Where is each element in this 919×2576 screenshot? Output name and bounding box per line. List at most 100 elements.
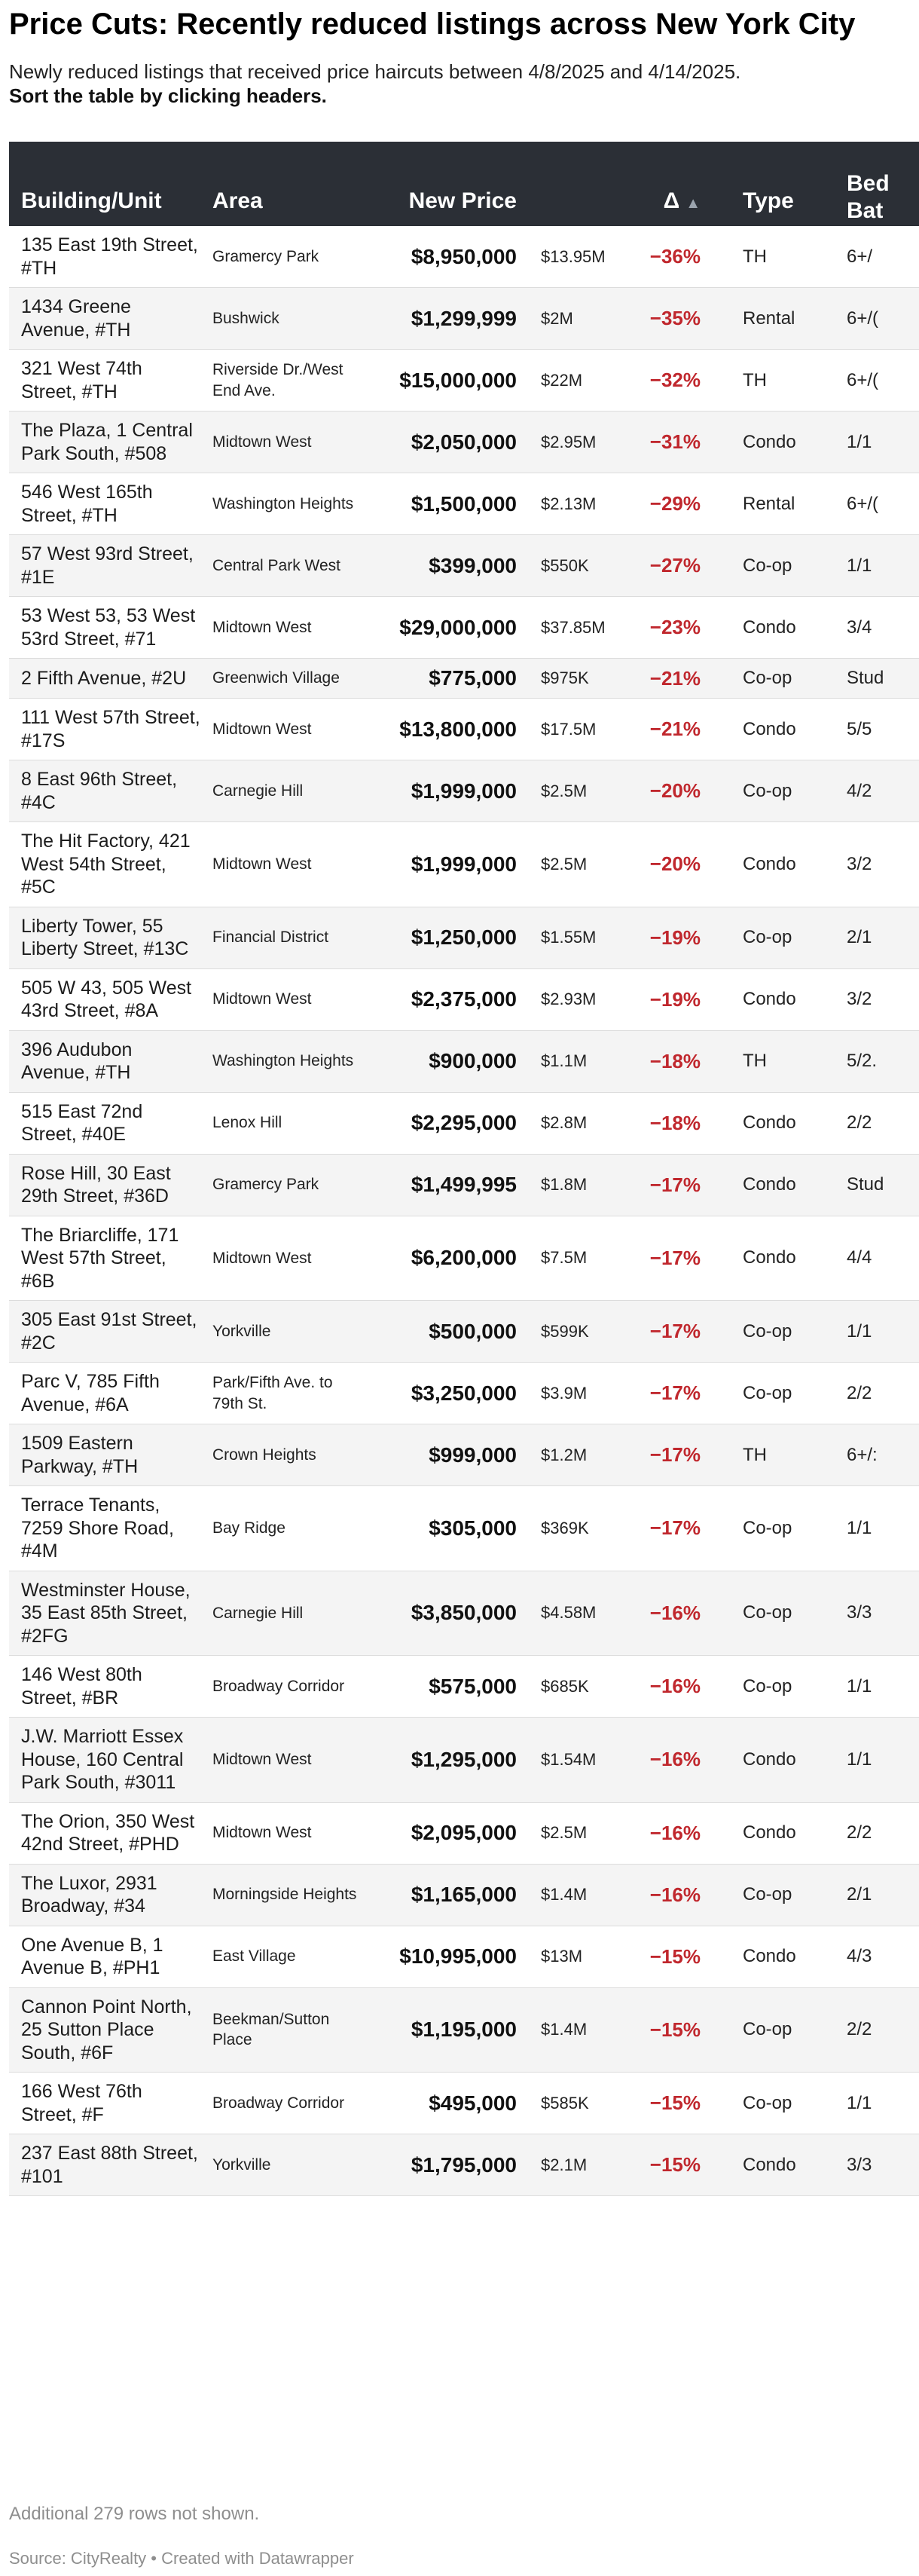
cell-area: Midtown West <box>212 1249 312 1267</box>
cell-delta: −15% <box>649 1944 701 1968</box>
cell-bed-bath: 1/1 <box>847 1320 872 1342</box>
cell-delta: −16% <box>649 1748 701 1771</box>
cell-new-price: $775,000 <box>429 666 517 690</box>
cell-type: Co-op <box>743 1884 792 1904</box>
table-row: 1434 Greene Avenue, #TH Bushwick $1,299,99… <box>9 287 919 350</box>
cell-type: Co-op <box>743 668 792 688</box>
cell-type: Co-op <box>743 1382 792 1403</box>
cell-delta: −27% <box>649 554 701 577</box>
cell-bed-bath: 1/1 <box>847 431 872 452</box>
cell-delta: −16% <box>649 1601 701 1624</box>
cell-old-price: $2.13M <box>541 494 597 513</box>
cell-building: 505 W 43, 505 West 43rd Street, #8A <box>21 977 192 1022</box>
listings-table: Building/Unit Area New Price Δ ▲ Type Bed… <box>9 142 919 2196</box>
cell-bed-bath: 2/2 <box>847 1112 872 1133</box>
table-body: 135 East 19th Street, #TH Gramercy Park $8… <box>9 226 919 2196</box>
cell-bed-bath: 2/2 <box>847 1382 872 1403</box>
cell-type: Condo <box>743 1822 796 1843</box>
cell-type: Co-op <box>743 555 792 576</box>
cell-building: Liberty Tower, 55 Liberty Street, #13C <box>21 915 189 960</box>
header-delta[interactable]: Δ ▲ <box>630 142 731 226</box>
cell-old-price: $2M <box>541 308 573 328</box>
table-row: 1509 Eastern Parkway, #TH Crown Heights $9… <box>9 1424 919 1486</box>
cell-type: Co-op <box>743 1517 792 1538</box>
table-row: 515 East 72nd Street, #40E Lenox Hill $2,2… <box>9 1092 919 1154</box>
cell-bed-bath: 1/1 <box>847 1517 872 1538</box>
table-row: 146 West 80th Street, #BR Broadway Corrid… <box>9 1656 919 1718</box>
cell-building: 396 Audubon Avenue, #TH <box>21 1039 133 1084</box>
cell-building: One Avenue B, 1 Avenue B, #PH1 <box>21 1934 163 1979</box>
cell-type: Condo <box>743 1174 796 1195</box>
cell-delta: −23% <box>649 616 701 638</box>
cell-building: Cannon Point North, 25 Sutton Place Sout… <box>21 1996 192 2064</box>
table-row: 53 West 53, 53 West 53rd Street, #71 Midt… <box>9 597 919 659</box>
header-bed-bath[interactable]: Bed Bat <box>835 142 919 226</box>
cell-type: Condo <box>743 989 796 1009</box>
cell-bed-bath: 3/3 <box>847 2154 872 2175</box>
header-old-price[interactable] <box>529 142 630 226</box>
cell-old-price: $13.95M <box>541 246 606 266</box>
cell-building: Westminster House, 35 East 85th Street, … <box>21 1579 191 1647</box>
cell-delta: −16% <box>649 1821 701 1844</box>
cell-area: Midtown West <box>212 1824 312 1842</box>
cell-old-price: $7.5M <box>541 1248 588 1268</box>
cell-delta: −21% <box>649 666 701 690</box>
cell-old-price: $2.93M <box>541 990 597 1008</box>
chart-subtitle: Newly reduced listings that received pri… <box>9 60 741 83</box>
table-row: One Avenue B, 1 Avenue B, #PH1 East Villa… <box>9 1926 919 1987</box>
cell-building: J.W. Marriott Essex House, 160 Central P… <box>21 1726 184 1793</box>
header-new-price[interactable]: New Price <box>408 188 517 213</box>
cell-type: Condo <box>743 616 796 638</box>
cell-delta: −15% <box>649 2153 701 2176</box>
cell-old-price: $22M <box>541 370 583 390</box>
cell-building: 166 West 76th Street, #F <box>21 2081 142 2125</box>
cell-new-price: $1,195,000 <box>411 2018 517 2042</box>
header-building[interactable]: Building/Unit <box>21 188 162 213</box>
table-row: 546 West 165th Street, #TH Washington Hei… <box>9 473 919 535</box>
cell-delta: −18% <box>649 1111 701 1134</box>
cell-delta: −19% <box>649 987 701 1011</box>
cell-delta: −16% <box>649 1675 701 1697</box>
cell-area: Yorkville <box>212 2155 271 2174</box>
cell-type: Condo <box>743 1946 796 1966</box>
cell-building: 57 West 93rd Street, #1E <box>21 543 194 588</box>
cell-delta: −36% <box>649 245 701 268</box>
cell-bed-bath: 6+/( <box>847 369 879 390</box>
table-row: 396 Audubon Avenue, #TH Washington Height… <box>9 1030 919 1092</box>
header-area[interactable]: Area <box>212 188 263 213</box>
cell-new-price: $1,795,000 <box>411 2152 517 2177</box>
cell-area: Midtown West <box>212 720 312 738</box>
header-type[interactable]: Type <box>743 188 794 213</box>
cell-area: Midtown West <box>212 990 312 1008</box>
cell-area: Carnegie Hill <box>212 1604 304 1622</box>
cell-building: 1509 Eastern Parkway, #TH <box>21 1433 139 1477</box>
cell-delta: −17% <box>649 1443 701 1466</box>
cell-new-price: $15,000,000 <box>399 368 517 392</box>
cell-area: Riverside Dr./West End Ave. <box>212 361 343 399</box>
cell-new-price: $1,500,000 <box>411 491 517 516</box>
cell-bed-bath: 4/3 <box>847 1946 872 1966</box>
cell-area: Bay Ridge <box>212 1519 285 1537</box>
cell-type: Condo <box>743 718 796 739</box>
cell-delta: −31% <box>649 430 701 453</box>
cell-bed-bath: 3/4 <box>847 616 872 638</box>
cell-bed-bath: 4/2 <box>847 780 872 801</box>
cell-type: Co-op <box>743 2092 792 2113</box>
cell-old-price: $4.58M <box>541 1603 597 1623</box>
table-row: The Orion, 350 West 42nd Street, #PHD Mid… <box>9 1802 919 1864</box>
table-row: 111 West 57th Street, #17S Midtown West $1… <box>9 699 919 760</box>
cell-bed-bath: 1/1 <box>847 1748 872 1770</box>
cell-old-price: $1.55M <box>541 928 597 947</box>
cell-type: Condo <box>743 2154 796 2175</box>
cell-old-price: $37.85M <box>541 617 606 637</box>
cell-new-price: $305,000 <box>429 1516 517 1540</box>
header-delta-label: Δ <box>663 188 680 213</box>
cell-new-price: $8,950,000 <box>411 244 517 268</box>
cell-area: Midtown West <box>212 1751 312 1769</box>
cell-building: 515 East 72nd Street, #40E <box>21 1100 143 1146</box>
cell-new-price: $500,000 <box>429 1319 517 1343</box>
cell-type: Co-op <box>743 1675 792 1696</box>
cell-old-price: $1.4M <box>541 2020 588 2039</box>
cell-building: 321 West 74th Street, #TH <box>21 358 142 402</box>
cell-old-price: $1.54M <box>541 1749 597 1769</box>
